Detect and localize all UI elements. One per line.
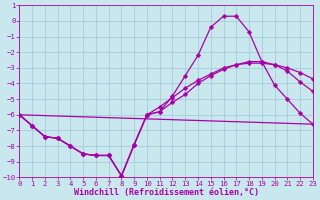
X-axis label: Windchill (Refroidissement éolien,°C): Windchill (Refroidissement éolien,°C) xyxy=(74,188,259,197)
